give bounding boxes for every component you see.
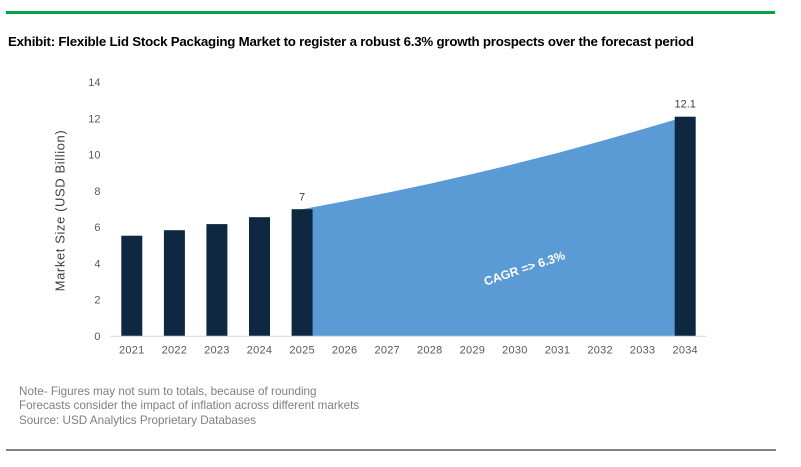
svg-text:2023: 2023 [204, 345, 229, 357]
svg-text:6: 6 [94, 222, 100, 234]
svg-text:2033: 2033 [630, 345, 655, 357]
svg-text:4: 4 [94, 258, 100, 270]
svg-text:2032: 2032 [587, 345, 612, 357]
svg-text:2022: 2022 [162, 345, 187, 357]
svg-text:2034: 2034 [672, 345, 697, 357]
svg-text:2025: 2025 [289, 345, 314, 357]
svg-text:7: 7 [299, 192, 305, 204]
svg-text:2026: 2026 [332, 345, 357, 357]
svg-text:Market Size (USD Billion): Market Size (USD Billion) [53, 130, 68, 292]
svg-text:12: 12 [88, 113, 100, 125]
svg-text:2030: 2030 [502, 345, 527, 357]
svg-text:8: 8 [94, 186, 100, 198]
svg-text:0: 0 [94, 331, 100, 343]
svg-text:2029: 2029 [460, 345, 485, 357]
svg-text:12.1: 12.1 [674, 99, 695, 111]
svg-text:2: 2 [94, 295, 100, 307]
svg-text:2028: 2028 [417, 345, 442, 357]
svg-text:2024: 2024 [247, 345, 272, 357]
svg-text:14: 14 [88, 77, 100, 89]
svg-text:2031: 2031 [545, 345, 570, 357]
svg-text:2021: 2021 [119, 345, 144, 357]
svg-text:2027: 2027 [374, 345, 399, 357]
svg-text:10: 10 [88, 150, 100, 162]
